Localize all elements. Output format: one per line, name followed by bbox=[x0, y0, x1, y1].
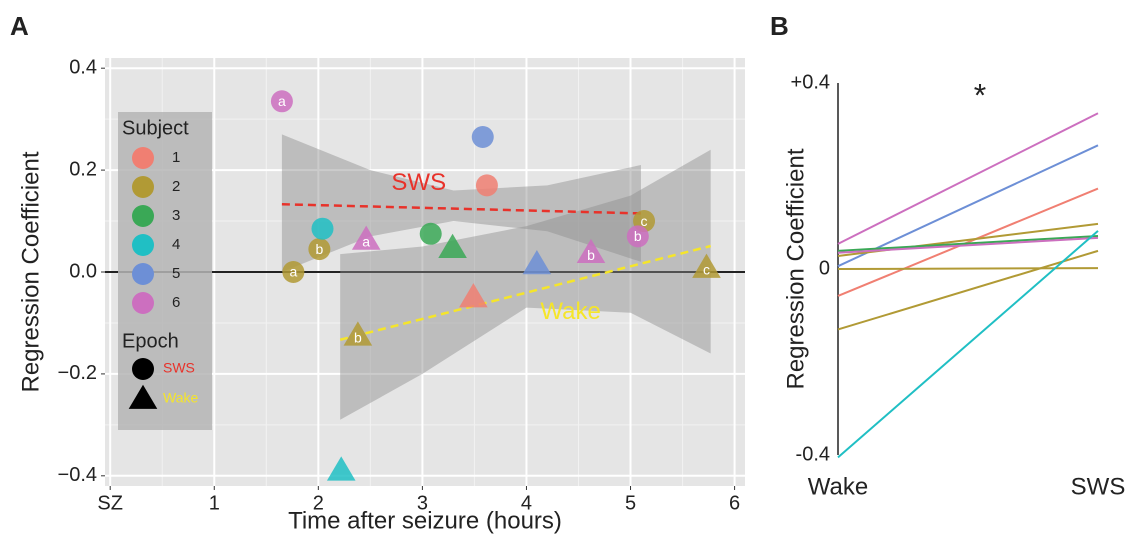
legend-swatch bbox=[132, 176, 154, 198]
fit-label: SWS bbox=[391, 169, 446, 196]
confidence-band bbox=[281, 134, 641, 272]
series-line bbox=[837, 249, 1099, 331]
x-tick-label: 2 bbox=[313, 492, 324, 514]
legend-label: Wake bbox=[163, 390, 198, 406]
marker bbox=[132, 358, 154, 380]
marker bbox=[692, 253, 721, 278]
y-tick-label: −0.4 bbox=[58, 464, 97, 486]
legend-label: 6 bbox=[172, 294, 180, 311]
marker bbox=[343, 321, 373, 346]
legend-swatch bbox=[132, 263, 154, 285]
series-line bbox=[837, 144, 1099, 268]
y-tick-label: +0.4 bbox=[791, 71, 830, 93]
panel-label: B bbox=[770, 11, 789, 41]
point-label: c bbox=[703, 262, 710, 278]
legend-box bbox=[118, 112, 212, 430]
point-label: a bbox=[289, 264, 297, 280]
marker bbox=[438, 233, 467, 258]
confidence-band bbox=[340, 149, 711, 420]
fit-line bbox=[281, 202, 641, 215]
marker bbox=[626, 225, 649, 248]
fit-line bbox=[339, 244, 711, 341]
annotation: * bbox=[974, 77, 986, 113]
legend-title: Subject bbox=[122, 117, 189, 139]
point-label: a bbox=[362, 234, 370, 250]
point-label: b bbox=[354, 329, 362, 345]
legend-label: 5 bbox=[172, 265, 180, 282]
marker bbox=[128, 384, 158, 409]
legend-swatch bbox=[132, 147, 154, 169]
legend-swatch bbox=[132, 205, 154, 227]
x-tick-label: SWS bbox=[1071, 473, 1126, 500]
legend-label: SWS bbox=[163, 360, 195, 376]
legend-swatch bbox=[132, 292, 154, 314]
legend-label: 1 bbox=[172, 149, 180, 166]
x-tick-label: 6 bbox=[729, 492, 740, 514]
point-label: b bbox=[634, 228, 642, 244]
point-label: c bbox=[641, 213, 648, 229]
point-label: a bbox=[278, 93, 286, 109]
x-tick-label: 5 bbox=[625, 492, 636, 514]
y-axis-title: Regression Coefficient bbox=[17, 151, 44, 392]
marker bbox=[419, 222, 442, 245]
legend-title: Epoch bbox=[122, 330, 179, 352]
x-tick-label: 4 bbox=[521, 492, 532, 514]
marker bbox=[475, 174, 498, 197]
marker bbox=[351, 225, 381, 250]
marker bbox=[471, 125, 494, 148]
series-line bbox=[837, 230, 1099, 459]
marker bbox=[282, 261, 305, 283]
y-tick-label: 0 bbox=[819, 257, 830, 279]
series-line bbox=[837, 234, 1099, 252]
marker bbox=[308, 238, 331, 261]
x-tick-label: 1 bbox=[209, 492, 220, 514]
marker bbox=[311, 217, 334, 240]
marker bbox=[326, 456, 356, 481]
legend-swatch bbox=[132, 234, 154, 256]
series-line bbox=[837, 112, 1099, 245]
y-tick-label: 0.2 bbox=[69, 158, 97, 180]
legend-label: 2 bbox=[172, 178, 180, 195]
y-tick-label: 0.0 bbox=[69, 260, 97, 282]
x-tick-label: 3 bbox=[417, 492, 428, 514]
legend-label: 3 bbox=[172, 207, 180, 224]
fit-label: Wake bbox=[540, 298, 600, 325]
panel-label: A bbox=[10, 11, 29, 41]
y-tick-label: -0.4 bbox=[796, 443, 830, 465]
marker bbox=[459, 283, 488, 308]
marker bbox=[522, 250, 552, 275]
x-axis-title: Time after seizure (hours) bbox=[288, 507, 562, 534]
x-tick-label: SZ bbox=[97, 492, 123, 514]
series-line bbox=[837, 267, 1099, 270]
point-label: b bbox=[315, 241, 323, 257]
series-line bbox=[837, 236, 1099, 254]
series-line bbox=[837, 187, 1099, 297]
y-axis-title: Regression Coefficient bbox=[782, 148, 809, 389]
legend-label: 4 bbox=[172, 236, 180, 253]
x-tick-label: Wake bbox=[808, 473, 868, 500]
y-tick-label: −0.2 bbox=[58, 362, 97, 384]
marker bbox=[270, 90, 293, 113]
y-tick-label: 0.4 bbox=[69, 56, 97, 78]
marker bbox=[576, 238, 606, 264]
point-label: b bbox=[587, 247, 595, 263]
